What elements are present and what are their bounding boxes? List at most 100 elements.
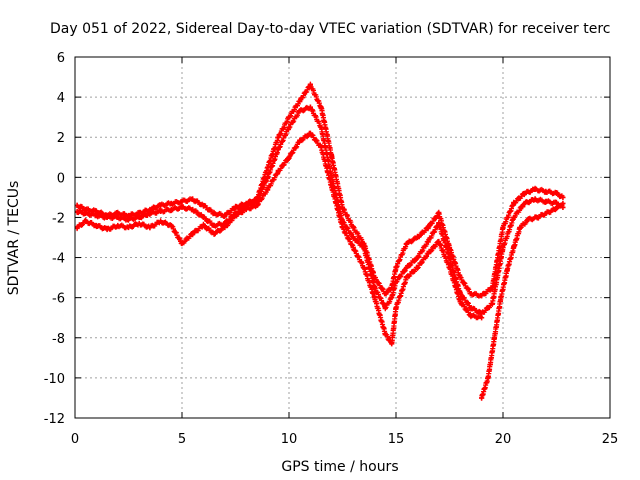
data-point: [446, 264, 453, 271]
data-point: [425, 238, 431, 245]
data-point: [382, 305, 388, 311]
data-point: [457, 275, 463, 281]
data-point: [318, 124, 324, 130]
data-point: [115, 214, 121, 221]
data-point: [532, 196, 538, 202]
data-point: [254, 202, 260, 209]
data-point: [297, 108, 303, 114]
data-point: [543, 198, 549, 204]
data-point: [551, 206, 557, 213]
x-tick-label: 0: [71, 432, 79, 447]
data-point: [389, 295, 395, 301]
data-point: [534, 214, 540, 221]
data-point: [147, 224, 153, 231]
data-point: [436, 210, 442, 217]
data-point: [498, 295, 504, 301]
data-point: [125, 216, 132, 223]
data-point: [297, 138, 303, 144]
data-point: [404, 275, 410, 281]
data-point: [526, 216, 532, 223]
x-tick-label: 25: [602, 432, 619, 447]
data-point: [83, 218, 89, 225]
data-point: [158, 208, 164, 215]
data-point: [382, 331, 388, 337]
data-point: [286, 154, 292, 160]
data-point: [179, 240, 185, 247]
data-point: [372, 295, 378, 301]
x-tick-label: 10: [281, 432, 298, 447]
data-point: [200, 222, 206, 229]
data-point: [190, 196, 196, 202]
data-point: [393, 305, 399, 311]
data-point: [543, 188, 549, 194]
y-tick-label: 2: [57, 131, 65, 146]
chart-title: Day 051 of 2022, Sidereal Day-to-day VTE…: [50, 21, 610, 37]
data-point: [104, 226, 110, 233]
data-point: [329, 184, 335, 190]
series-track-b: [74, 104, 566, 317]
data-point: [93, 222, 99, 229]
data-point: [93, 212, 99, 219]
x-tick-label: 20: [495, 432, 512, 447]
data-point: [361, 244, 367, 251]
data-point: [339, 224, 346, 231]
data-point: [307, 130, 313, 136]
x-tick-label: 15: [388, 432, 405, 447]
data-point: [179, 204, 185, 211]
y-tick-label: -2: [52, 211, 65, 226]
data-point: [393, 264, 399, 271]
y-tick-label: 6: [57, 51, 65, 66]
data-point: [457, 299, 463, 305]
data-point: [200, 214, 206, 221]
x-tick-label: 5: [178, 432, 186, 447]
x-axis-label: GPS time / hours: [281, 459, 398, 475]
data-point: [211, 210, 217, 217]
data-point: [404, 240, 410, 247]
data-point: [468, 291, 474, 297]
data-point: [158, 218, 164, 225]
data-point: [318, 144, 324, 150]
y-tick-label: -6: [52, 292, 65, 307]
data-point: [393, 279, 399, 285]
data-point: [125, 224, 132, 231]
y-tick-label: 0: [57, 171, 65, 186]
series-trace: [74, 81, 565, 299]
data-point: [232, 212, 239, 219]
data-point: [222, 224, 228, 231]
series-trace: [74, 130, 483, 346]
data-point: [553, 190, 560, 196]
data-point: [414, 264, 420, 271]
data-point: [560, 194, 566, 200]
data-point: [168, 206, 174, 213]
data-point: [307, 82, 313, 88]
data-point: [318, 104, 324, 110]
y-tick-label: -4: [52, 252, 65, 267]
data-point: [297, 98, 303, 104]
series-track-d: [479, 200, 566, 401]
data-point: [479, 315, 485, 321]
data-point: [389, 341, 395, 347]
data-point: [511, 200, 517, 207]
data-point: [168, 222, 174, 229]
data-point: [489, 285, 495, 291]
data-point: [532, 186, 538, 192]
data-point: [500, 244, 506, 251]
data-point: [350, 234, 356, 241]
data-point: [307, 104, 313, 110]
data-point: [468, 305, 474, 311]
data-point: [361, 264, 367, 271]
data-point: [286, 114, 292, 120]
grid: [75, 57, 610, 418]
data-point: [511, 214, 517, 221]
data-point: [83, 210, 89, 217]
series-track-c: [74, 130, 485, 347]
data-point: [168, 200, 174, 207]
data-point: [491, 335, 498, 341]
data-point: [425, 250, 431, 257]
data-point: [243, 206, 249, 213]
series-track-a: [74, 81, 566, 299]
data-point: [190, 206, 196, 213]
data-point: [436, 238, 442, 245]
data-point: [404, 264, 410, 271]
data-point: [517, 224, 523, 231]
